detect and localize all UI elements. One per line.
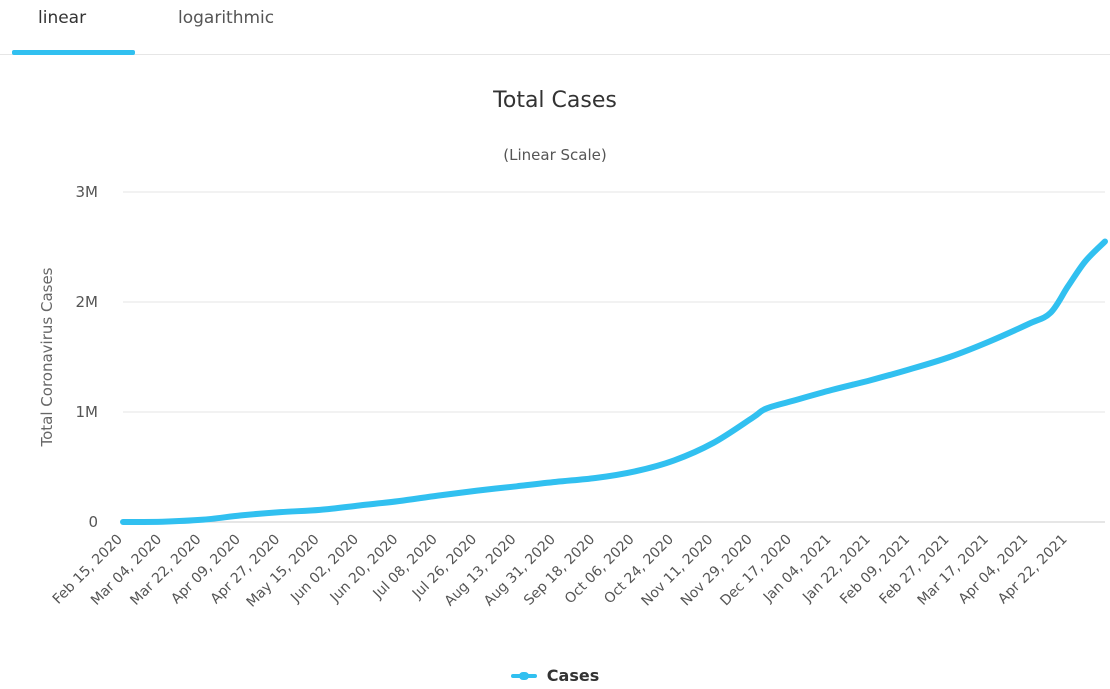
y-tick-label: 2M xyxy=(76,293,99,311)
y-axis-label: Total Coronavirus Cases xyxy=(38,267,56,447)
y-tick-label: 1M xyxy=(76,403,99,421)
tab-linear[interactable]: linear xyxy=(38,8,87,28)
y-tick-label: 0 xyxy=(88,513,98,531)
legend-label-cases: Cases xyxy=(546,666,600,685)
y-tick-label: 3M xyxy=(76,183,99,201)
chart-legend[interactable]: Cases xyxy=(0,666,1110,685)
chart-title: Total Cases xyxy=(493,88,617,113)
x-tick-label: Oct 24, 2020 xyxy=(601,532,677,608)
chart-subtitle: (Linear Scale) xyxy=(503,146,607,164)
x-tick-label: Apr 22, 2021 xyxy=(995,532,1071,608)
series-line-cases[interactable] xyxy=(120,238,1108,525)
x-tick-label: Jan 04, 2021 xyxy=(760,532,835,607)
x-tick-label: Jun 02, 2020 xyxy=(287,532,362,607)
active-tab-indicator xyxy=(12,50,135,55)
x-tick-label: Apr 27, 2020 xyxy=(208,532,284,608)
x-tick-label: Jun 20, 2020 xyxy=(327,532,402,607)
x-tick-label: Feb 15, 2020 xyxy=(50,532,126,608)
x-tick-label: Apr 09, 2020 xyxy=(168,532,244,608)
y-axis-ticks: 0 1M 2M 3M xyxy=(76,183,99,531)
x-tick-label: Oct 06, 2020 xyxy=(562,532,638,608)
legend-line-symbol-icon xyxy=(510,671,537,680)
x-tick-label: Apr 04, 2021 xyxy=(956,532,1032,608)
scale-tab-bar: linear logarithmic xyxy=(0,0,1110,55)
x-tick-label: Feb 27, 2021 xyxy=(876,532,952,608)
tab-logarithmic[interactable]: logarithmic xyxy=(178,8,275,28)
x-tick-label: Jan 22, 2021 xyxy=(799,532,874,607)
x-tick-label: Feb 09, 2021 xyxy=(837,532,913,608)
grid-lines xyxy=(123,191,1105,523)
